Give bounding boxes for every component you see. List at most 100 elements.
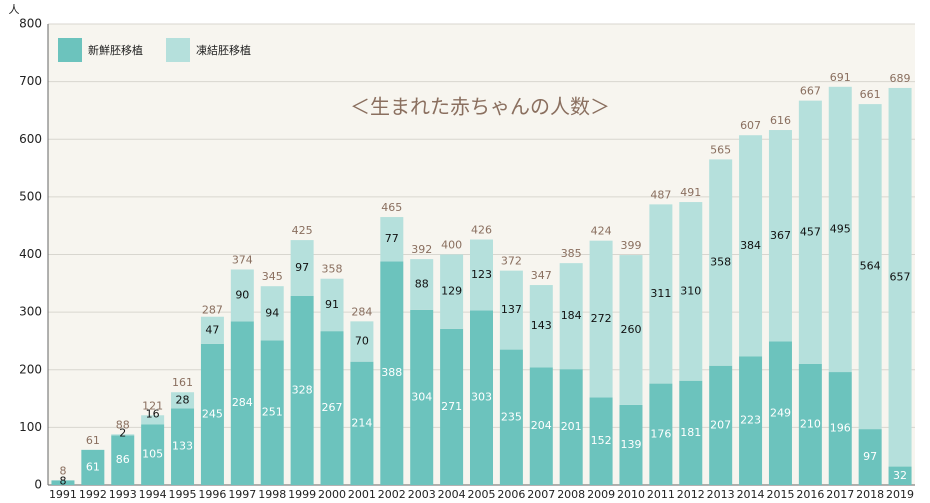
- value-label: 32: [893, 469, 907, 482]
- total-label: 347: [531, 269, 552, 282]
- total-label: 372: [501, 255, 522, 268]
- value-label: 61: [86, 460, 100, 473]
- total-label: 161: [172, 376, 193, 389]
- value-label: 139: [620, 438, 641, 451]
- bar-segment: [410, 309, 434, 485]
- x-tick-label: 2012: [677, 488, 705, 501]
- bar-segment: [111, 435, 135, 485]
- x-tick-label: 2005: [468, 488, 496, 501]
- value-label: 303: [471, 391, 492, 404]
- chart-title: ＜生まれた赤ちゃんの人数＞: [350, 95, 610, 119]
- value-label: 181: [680, 426, 701, 439]
- legend-label: 凍結胚移植: [196, 43, 251, 57]
- bar-segment: [798, 363, 822, 485]
- x-tick-label: 2004: [438, 488, 466, 501]
- total-label: 121: [142, 399, 163, 412]
- bar-segment: [230, 269, 254, 322]
- x-tick-label: 2014: [737, 488, 765, 501]
- bar-segment: [798, 100, 822, 364]
- bar-segment: [499, 349, 523, 485]
- value-label: 495: [830, 222, 851, 235]
- bar-segment: [200, 343, 224, 485]
- bar-segment: [440, 328, 464, 485]
- total-label: 426: [471, 224, 492, 237]
- x-tick-label: 2009: [587, 488, 615, 501]
- bar-segment: [589, 240, 613, 398]
- value-label: 457: [800, 225, 821, 238]
- bar-segment: [350, 361, 374, 485]
- x-tick-label: 2019: [886, 488, 914, 501]
- x-tick-label: 2007: [527, 488, 555, 501]
- total-label: 8: [59, 464, 66, 477]
- bar-segment: [290, 295, 314, 485]
- total-label: 565: [710, 143, 731, 156]
- value-label: 367: [770, 229, 791, 242]
- value-label: 91: [325, 298, 339, 311]
- value-label: 94: [265, 306, 279, 319]
- x-tick-label: 1996: [198, 488, 226, 501]
- value-label: 310: [680, 284, 701, 297]
- bar-segment: [768, 130, 792, 342]
- x-tick-label: 2010: [617, 488, 645, 501]
- total-label: 689: [890, 72, 911, 85]
- bar-segment: [141, 424, 165, 485]
- value-label: 176: [650, 427, 671, 440]
- value-label: 28: [176, 393, 190, 406]
- value-label: 245: [202, 407, 223, 420]
- value-label: 328: [292, 383, 313, 396]
- y-tick-label: 300: [19, 305, 42, 319]
- x-tick-label: 1997: [228, 488, 256, 501]
- y-tick-label: 200: [19, 362, 42, 376]
- value-label: 251: [262, 406, 283, 419]
- bar-segment: [888, 87, 912, 467]
- bar-segment: [171, 408, 195, 485]
- total-label: 425: [292, 224, 313, 237]
- legend-swatch: [166, 38, 190, 62]
- value-label: 196: [830, 422, 851, 435]
- x-tick-label: 1995: [169, 488, 197, 501]
- y-tick-label: 800: [19, 17, 42, 31]
- total-label: 491: [680, 186, 701, 199]
- y-tick-label: 500: [19, 189, 42, 203]
- value-label: 210: [800, 417, 821, 430]
- value-label: 88: [415, 277, 429, 290]
- x-tick-label: 1991: [49, 488, 77, 501]
- bar-segment: [828, 372, 852, 485]
- value-label: 207: [710, 418, 731, 431]
- value-label: 564: [860, 260, 881, 273]
- bar-segment: [200, 316, 224, 344]
- bar-segment: [51, 480, 75, 485]
- value-label: 77: [385, 232, 399, 245]
- value-label: 249: [770, 406, 791, 419]
- x-tick-label: 2002: [378, 488, 406, 501]
- value-label: 16: [146, 407, 160, 420]
- bar-segment: [320, 331, 344, 485]
- bar-segment: [499, 270, 523, 350]
- bar-segment: [470, 310, 493, 485]
- bar-segment: [679, 380, 703, 485]
- value-label: 105: [142, 448, 163, 461]
- value-label: 8: [59, 475, 66, 488]
- bar-segment: [858, 429, 882, 485]
- total-label: 691: [830, 71, 851, 84]
- y-tick-label: 600: [19, 132, 42, 146]
- value-label: 47: [205, 323, 219, 336]
- x-tick-label: 1993: [109, 488, 137, 501]
- x-tick-label: 1994: [139, 488, 167, 501]
- value-label: 267: [322, 401, 343, 414]
- bar-segment: [679, 202, 703, 381]
- bar-segment: [290, 240, 314, 296]
- total-label: 358: [322, 263, 343, 276]
- bar-segment: [559, 263, 583, 370]
- total-label: 487: [650, 188, 671, 201]
- total-label: 616: [770, 114, 791, 127]
- bar-segment: [470, 239, 493, 311]
- bar-segment: [230, 321, 254, 485]
- total-label: 399: [620, 239, 641, 252]
- x-tick-label: 2016: [796, 488, 824, 501]
- value-label: 133: [172, 440, 193, 453]
- bar-segment: [380, 261, 404, 485]
- x-tick-label: 1998: [258, 488, 286, 501]
- bar-segment: [739, 135, 763, 357]
